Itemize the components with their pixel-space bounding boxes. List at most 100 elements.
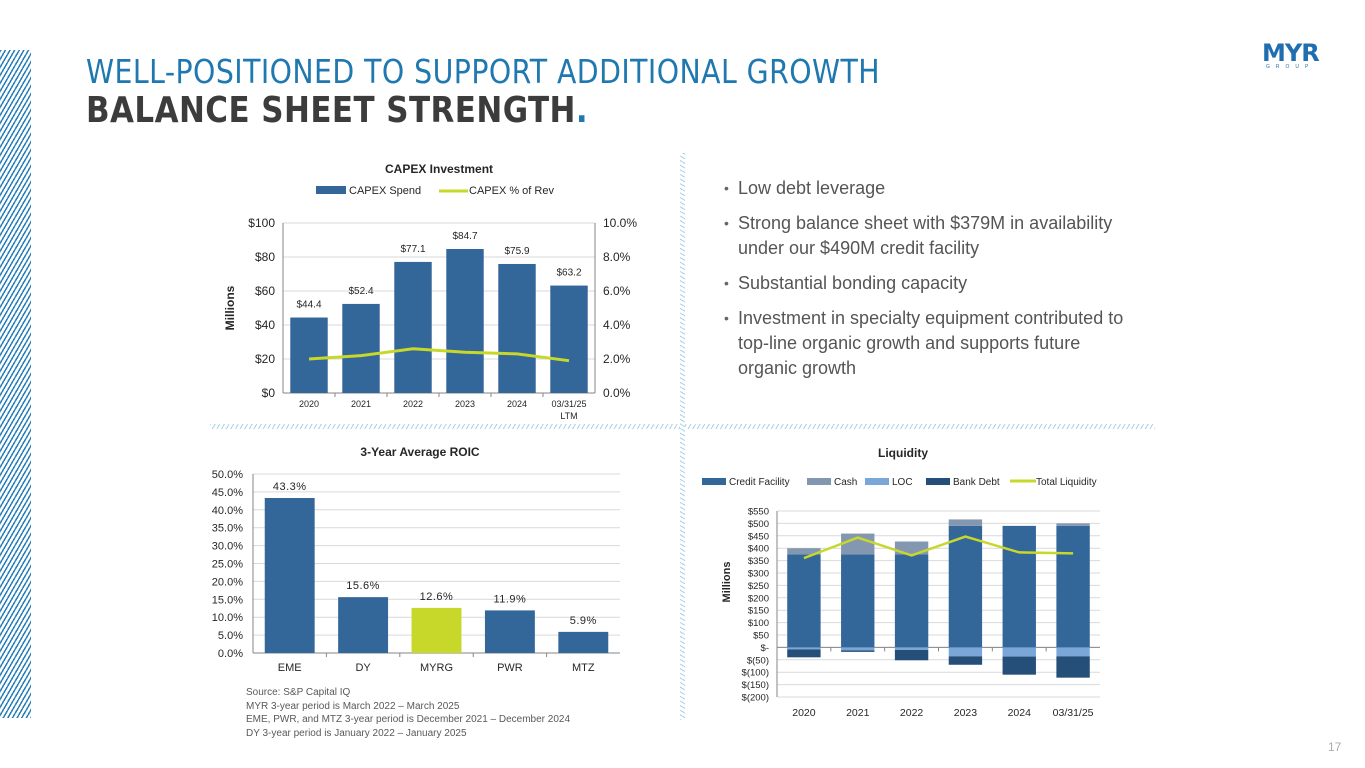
data-label: $75.9 xyxy=(504,246,529,257)
y2-tick-label: 6.0% xyxy=(603,284,631,298)
x-tick-label: 2020 xyxy=(792,707,816,719)
data-label: 11.9% xyxy=(493,593,526,605)
y-tick-label: $(100) xyxy=(742,668,769,679)
chart-title: Liquidity xyxy=(878,446,928,460)
y-tick-label: $200 xyxy=(748,593,769,604)
y2-tick-label: 8.0% xyxy=(603,250,631,264)
bar-roic-myrg xyxy=(411,607,462,653)
x-tick-label: 2024 xyxy=(507,399,527,409)
y-tick-label: $100 xyxy=(248,216,275,230)
vertical-divider xyxy=(680,153,685,720)
bullet-item: Investment in specialty equipment contri… xyxy=(724,306,1144,381)
bar-credit-facility xyxy=(948,525,983,648)
myr-group-logo: MYR GROUP xyxy=(1262,41,1322,72)
legend-label: CAPEX Spend xyxy=(349,185,421,197)
x-tick-label: 2020 xyxy=(299,399,319,409)
bar-capex-spend xyxy=(550,285,588,393)
y-tick-label: $450 xyxy=(748,531,769,542)
x-tick-label: 2022 xyxy=(900,707,924,719)
capex-investment-chart: CAPEX Investment CAPEX Spend CAPEX % of Re… xyxy=(223,162,637,421)
bar-bank-debt xyxy=(1056,656,1090,678)
page-number: 17 xyxy=(1328,740,1342,754)
y2-tick-label: 2.0% xyxy=(603,352,631,366)
roic-chart: 3-Year Average ROIC 0.0% 5.0% 10.0% 15.0% 20.… xyxy=(212,445,620,674)
bar-cash xyxy=(948,519,983,526)
y2-tick-label: 10.0% xyxy=(603,216,637,230)
x-tick-label: MTZ xyxy=(572,662,595,674)
bar-loc xyxy=(948,647,983,657)
legend-label: Credit Facility xyxy=(729,477,790,488)
bar-cash xyxy=(841,533,875,555)
x-tick-label: 03/31/25 xyxy=(551,399,586,409)
legend-label: Total Liquidity xyxy=(1036,477,1097,488)
bar-bank-debt xyxy=(841,650,875,652)
y-tick-label: $(150) xyxy=(742,680,769,691)
y-tick-label: 5.0% xyxy=(218,630,243,642)
bar-bank-debt xyxy=(894,649,929,661)
y-tick-label: $80 xyxy=(255,250,275,264)
bar-credit-facility xyxy=(841,554,875,648)
bar-roic-mtz xyxy=(558,631,609,653)
slide-subtitle: WELL-POSITIONED TO SUPPORT ADDITIONAL GR… xyxy=(86,52,881,91)
data-label: 15.6% xyxy=(346,580,380,592)
line-capex-pct-of-rev xyxy=(308,347,570,363)
bar-credit-facility xyxy=(787,554,821,648)
y-tick-label: $(50) xyxy=(747,655,769,666)
chart-title: CAPEX Investment xyxy=(385,162,493,176)
y-tick-label: $50 xyxy=(753,631,769,642)
y-tick-label: 50.0% xyxy=(212,469,243,481)
bar-loc xyxy=(841,647,875,651)
x-tick-label: 2024 xyxy=(1008,707,1032,719)
bar-cash xyxy=(787,548,821,555)
legend-swatch-cash xyxy=(807,478,831,485)
legend-label: Cash xyxy=(834,477,857,488)
y-tick-label: $300 xyxy=(748,569,769,580)
footnote-line: MYR 3-year period is March 2022 – March … xyxy=(246,700,460,712)
data-label: 5.9% xyxy=(570,615,597,627)
bullet-item: Substantial bonding capacity xyxy=(724,271,1144,296)
bar-roic-pwr xyxy=(484,610,535,653)
bar-capex-spend xyxy=(446,249,484,393)
footnote-line: Source: S&P Capital IQ xyxy=(246,687,351,698)
y-tick-label: $(200) xyxy=(742,693,769,704)
bar-bank-debt xyxy=(787,649,821,658)
bar-loc xyxy=(787,647,821,650)
bar-capex-spend xyxy=(498,263,536,393)
x-tick-label: 03/31/25 xyxy=(1053,707,1094,719)
bullet-item: Strong balance sheet with $379M in avail… xyxy=(724,211,1144,261)
bar-credit-facility xyxy=(1056,525,1090,648)
data-label: $84.7 xyxy=(452,231,477,242)
data-label: $63.2 xyxy=(556,268,581,279)
y-tick-label: $20 xyxy=(255,352,275,366)
data-label: 43.3% xyxy=(273,481,307,493)
y2-tick-label: 0.0% xyxy=(603,386,631,400)
y-tick-label: $60 xyxy=(255,284,275,298)
x-tick-label: PWR xyxy=(497,662,523,674)
logo-subtext: GROUP xyxy=(1266,64,1315,70)
x-tick-label: 2021 xyxy=(351,399,371,409)
y-tick-label: $550 xyxy=(748,507,769,518)
y2-tick-label: 4.0% xyxy=(603,318,631,332)
data-label: $52.4 xyxy=(348,286,373,297)
y-tick-label: $40 xyxy=(255,318,275,332)
y-tick-label: 40.0% xyxy=(212,505,243,517)
legend-swatch-capex-spend xyxy=(316,186,346,194)
y-tick-label: 35.0% xyxy=(212,523,243,535)
bar-roic-dy xyxy=(338,597,389,653)
bar-loc xyxy=(1056,647,1090,657)
legend-label: CAPEX % of Rev xyxy=(469,185,554,197)
x-tick-label: 2022 xyxy=(403,399,423,409)
y-tick-label: 0.0% xyxy=(218,648,243,660)
title-dot: . xyxy=(575,90,589,131)
y-tick-label: $400 xyxy=(748,544,769,555)
legend-label: LOC xyxy=(892,477,913,488)
y-tick-label: $150 xyxy=(748,606,769,617)
bar-bank-debt xyxy=(1002,656,1036,675)
x-tick-label: DY xyxy=(355,662,371,674)
slide-title: BALANCE SHEET STRENGTH. xyxy=(86,90,588,131)
data-label: 12.6% xyxy=(420,591,454,603)
x-tick-label: 2021 xyxy=(846,707,870,719)
y-axis-title: Millions xyxy=(721,562,733,603)
x-tick-label: LTM xyxy=(560,411,577,421)
y-tick-label: 25.0% xyxy=(212,559,243,571)
